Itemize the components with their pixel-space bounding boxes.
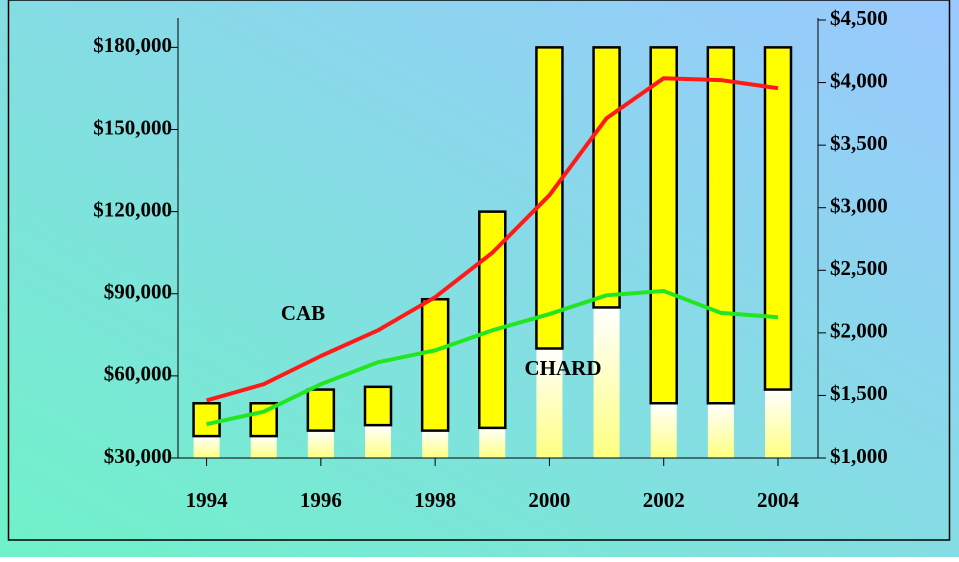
bar <box>192 402 221 438</box>
x-tick-label: 2002 <box>643 488 685 512</box>
y-tick-label: $90,000 <box>104 280 172 304</box>
series-label: CHARD <box>525 356 602 380</box>
bar <box>420 297 450 432</box>
bar-base <box>250 436 277 458</box>
bar-base <box>593 307 620 458</box>
bar <box>706 46 736 405</box>
y2-tick-label: $2,000 <box>830 319 888 343</box>
series-label: CAB <box>281 301 325 325</box>
bar-base <box>365 425 391 458</box>
y-tick-label: $30,000 <box>104 444 172 468</box>
bar <box>592 46 621 309</box>
y-tick-label: $120,000 <box>93 197 172 221</box>
y-tick-label: $180,000 <box>93 33 172 57</box>
line <box>206 288 779 427</box>
bar-base <box>650 403 677 458</box>
bar-base <box>765 389 791 458</box>
x-tick-label: 1998 <box>414 488 456 512</box>
y2-tick-label: $4,500 <box>830 6 888 30</box>
frame <box>7 0 951 541</box>
x-tick-label: 2004 <box>757 488 800 512</box>
y2-tick-label: $1,500 <box>830 381 888 405</box>
bar-base <box>479 427 506 458</box>
x-tick-label: 1994 <box>186 488 229 512</box>
bar <box>363 385 393 427</box>
bar-base <box>422 430 449 458</box>
x-tick-label: 1996 <box>300 488 342 512</box>
y-tick-label: $150,000 <box>93 115 172 139</box>
y2-tick-label: $1,000 <box>830 444 888 468</box>
y-tick-label: $60,000 <box>104 362 172 386</box>
bar <box>763 46 793 391</box>
y2-tick-label: $2,500 <box>830 256 888 280</box>
x-tick-label: 2000 <box>528 488 570 512</box>
bar <box>478 210 507 430</box>
bar <box>649 46 678 405</box>
bar <box>306 388 336 432</box>
bar-base <box>536 348 563 458</box>
y2-tick-label: $3,500 <box>830 131 888 155</box>
bar-base <box>307 430 334 458</box>
line <box>206 76 779 403</box>
bar-base <box>193 436 220 458</box>
y2-tick-label: $3,000 <box>830 194 888 218</box>
bar-base <box>707 403 734 458</box>
y2-tick-label: $4,000 <box>830 68 888 92</box>
